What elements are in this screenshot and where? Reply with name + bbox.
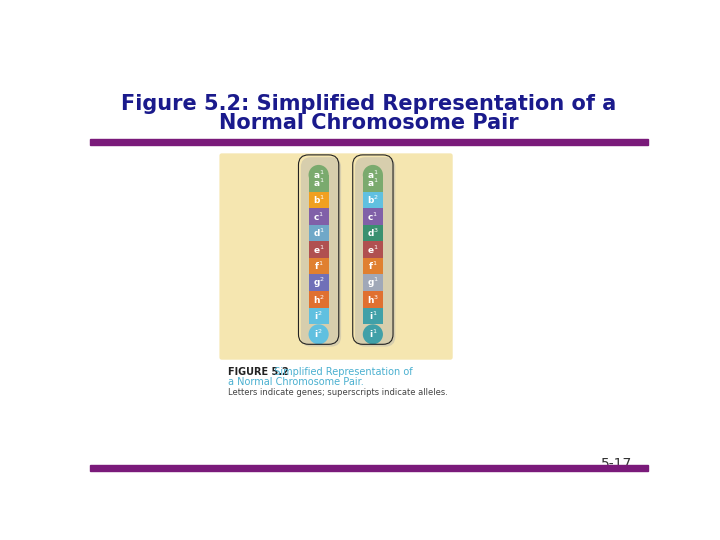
Text: c$^{1}$: c$^{1}$ xyxy=(313,210,324,222)
Text: h$^{2}$: h$^{2}$ xyxy=(312,293,325,306)
Bar xyxy=(363,308,383,325)
Bar xyxy=(309,208,329,225)
Ellipse shape xyxy=(309,325,329,345)
Text: a$^{1}$: a$^{1}$ xyxy=(367,177,379,190)
Text: i$^{1}$: i$^{1}$ xyxy=(369,328,377,341)
Bar xyxy=(363,258,383,274)
Ellipse shape xyxy=(309,165,329,185)
Text: 5-17: 5-17 xyxy=(601,457,632,471)
Bar xyxy=(363,241,383,258)
FancyBboxPatch shape xyxy=(301,157,341,347)
Bar xyxy=(309,274,329,291)
Bar xyxy=(309,258,329,274)
Text: e$^{1}$: e$^{1}$ xyxy=(367,244,379,256)
Bar xyxy=(363,225,383,241)
FancyBboxPatch shape xyxy=(355,157,395,347)
Text: f$^{1}$: f$^{1}$ xyxy=(368,260,377,272)
Text: Simplified Representation of: Simplified Representation of xyxy=(269,367,413,377)
Bar xyxy=(363,192,383,208)
Bar xyxy=(90,139,648,145)
Bar xyxy=(90,465,648,471)
Text: i$^{1}$: i$^{1}$ xyxy=(369,310,377,322)
Text: d$^{1}$: d$^{1}$ xyxy=(312,227,325,239)
Text: b$^{1}$: b$^{1}$ xyxy=(312,194,325,206)
Text: g$^{1}$: g$^{1}$ xyxy=(367,275,379,290)
Text: c$^{1}$: c$^{1}$ xyxy=(367,210,378,222)
Text: FIGURE 5.2: FIGURE 5.2 xyxy=(228,367,289,377)
Ellipse shape xyxy=(363,165,383,185)
Text: Normal Chromosome Pair: Normal Chromosome Pair xyxy=(219,112,519,132)
Text: h$^{3}$: h$^{3}$ xyxy=(367,293,379,306)
Text: g$^{2}$: g$^{2}$ xyxy=(312,275,325,290)
Bar xyxy=(363,291,383,308)
Bar xyxy=(309,241,329,258)
Text: d$^{3}$: d$^{3}$ xyxy=(367,227,379,239)
Bar xyxy=(309,225,329,241)
Bar xyxy=(363,208,383,225)
Text: i$^{2}$: i$^{2}$ xyxy=(315,328,323,341)
Bar xyxy=(309,291,329,308)
Text: a$^{1}$: a$^{1}$ xyxy=(312,168,325,181)
Text: i$^{2}$: i$^{2}$ xyxy=(315,310,323,322)
FancyBboxPatch shape xyxy=(220,153,453,360)
Text: b$^{2}$: b$^{2}$ xyxy=(367,194,379,206)
Text: f$^{1}$: f$^{1}$ xyxy=(314,260,323,272)
Text: a Normal Chromosome Pair.: a Normal Chromosome Pair. xyxy=(228,377,364,387)
Text: Letters indicate genes; superscripts indicate alleles.: Letters indicate genes; superscripts ind… xyxy=(228,388,448,397)
Text: Figure 5.2: Simplified Representation of a: Figure 5.2: Simplified Representation of… xyxy=(122,94,616,114)
Text: a$^{1}$: a$^{1}$ xyxy=(367,168,379,181)
Bar xyxy=(309,175,329,192)
Text: e$^{1}$: e$^{1}$ xyxy=(312,244,325,256)
Bar xyxy=(363,274,383,291)
Text: a$^{1}$: a$^{1}$ xyxy=(312,177,325,190)
Bar xyxy=(309,192,329,208)
Ellipse shape xyxy=(363,325,383,345)
Bar xyxy=(363,175,383,192)
Bar xyxy=(309,308,329,325)
